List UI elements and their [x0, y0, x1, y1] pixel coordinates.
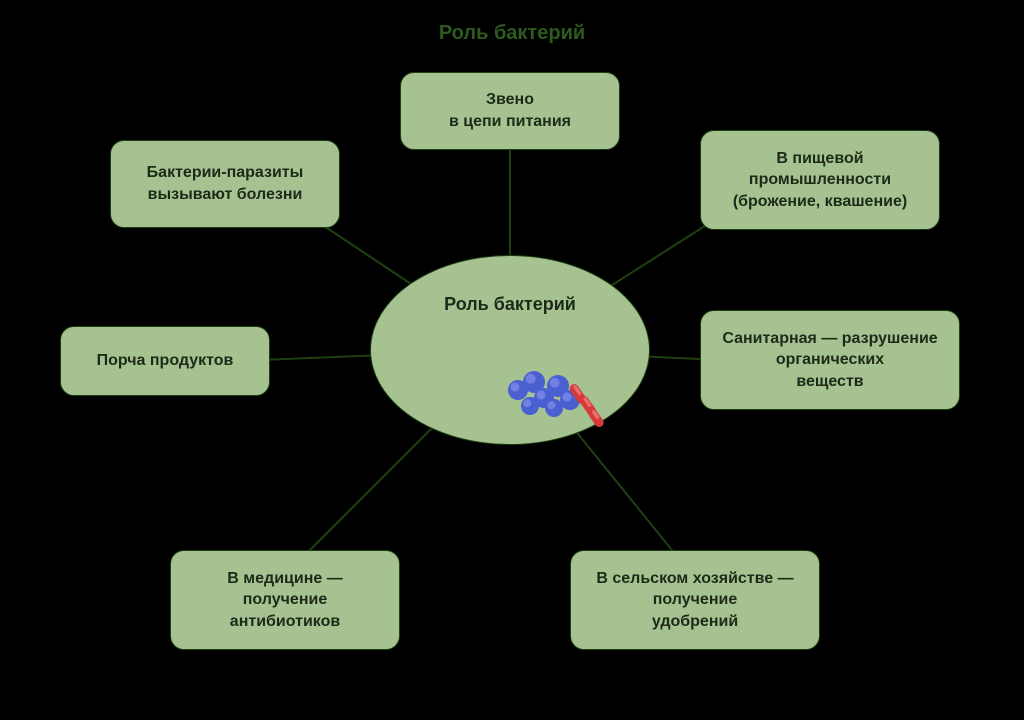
- node-top: Звенов цепи питания: [400, 72, 620, 150]
- node-bottom-right: В сельском хозяйстве —получениеудобрений: [570, 550, 820, 650]
- node-top-left: Бактерии-паразитывызывают болезни: [110, 140, 340, 228]
- center-label: Роль бактерий: [444, 294, 576, 315]
- node-right: Санитарная — разрушениеорганическихвещес…: [700, 310, 960, 410]
- node-left: Порча продуктов: [60, 326, 270, 396]
- node-top-right: В пищевойпромышленности(брожение, квашен…: [700, 130, 940, 230]
- center-node: Роль бактерий: [370, 255, 650, 445]
- node-bottom-left: В медицине —получениеантибиотиков: [170, 550, 400, 650]
- diagram-canvas: Роль бактерий Роль бактерий Звенов цепи …: [0, 0, 1024, 720]
- diagram-title: Роль бактерий: [0, 22, 1024, 45]
